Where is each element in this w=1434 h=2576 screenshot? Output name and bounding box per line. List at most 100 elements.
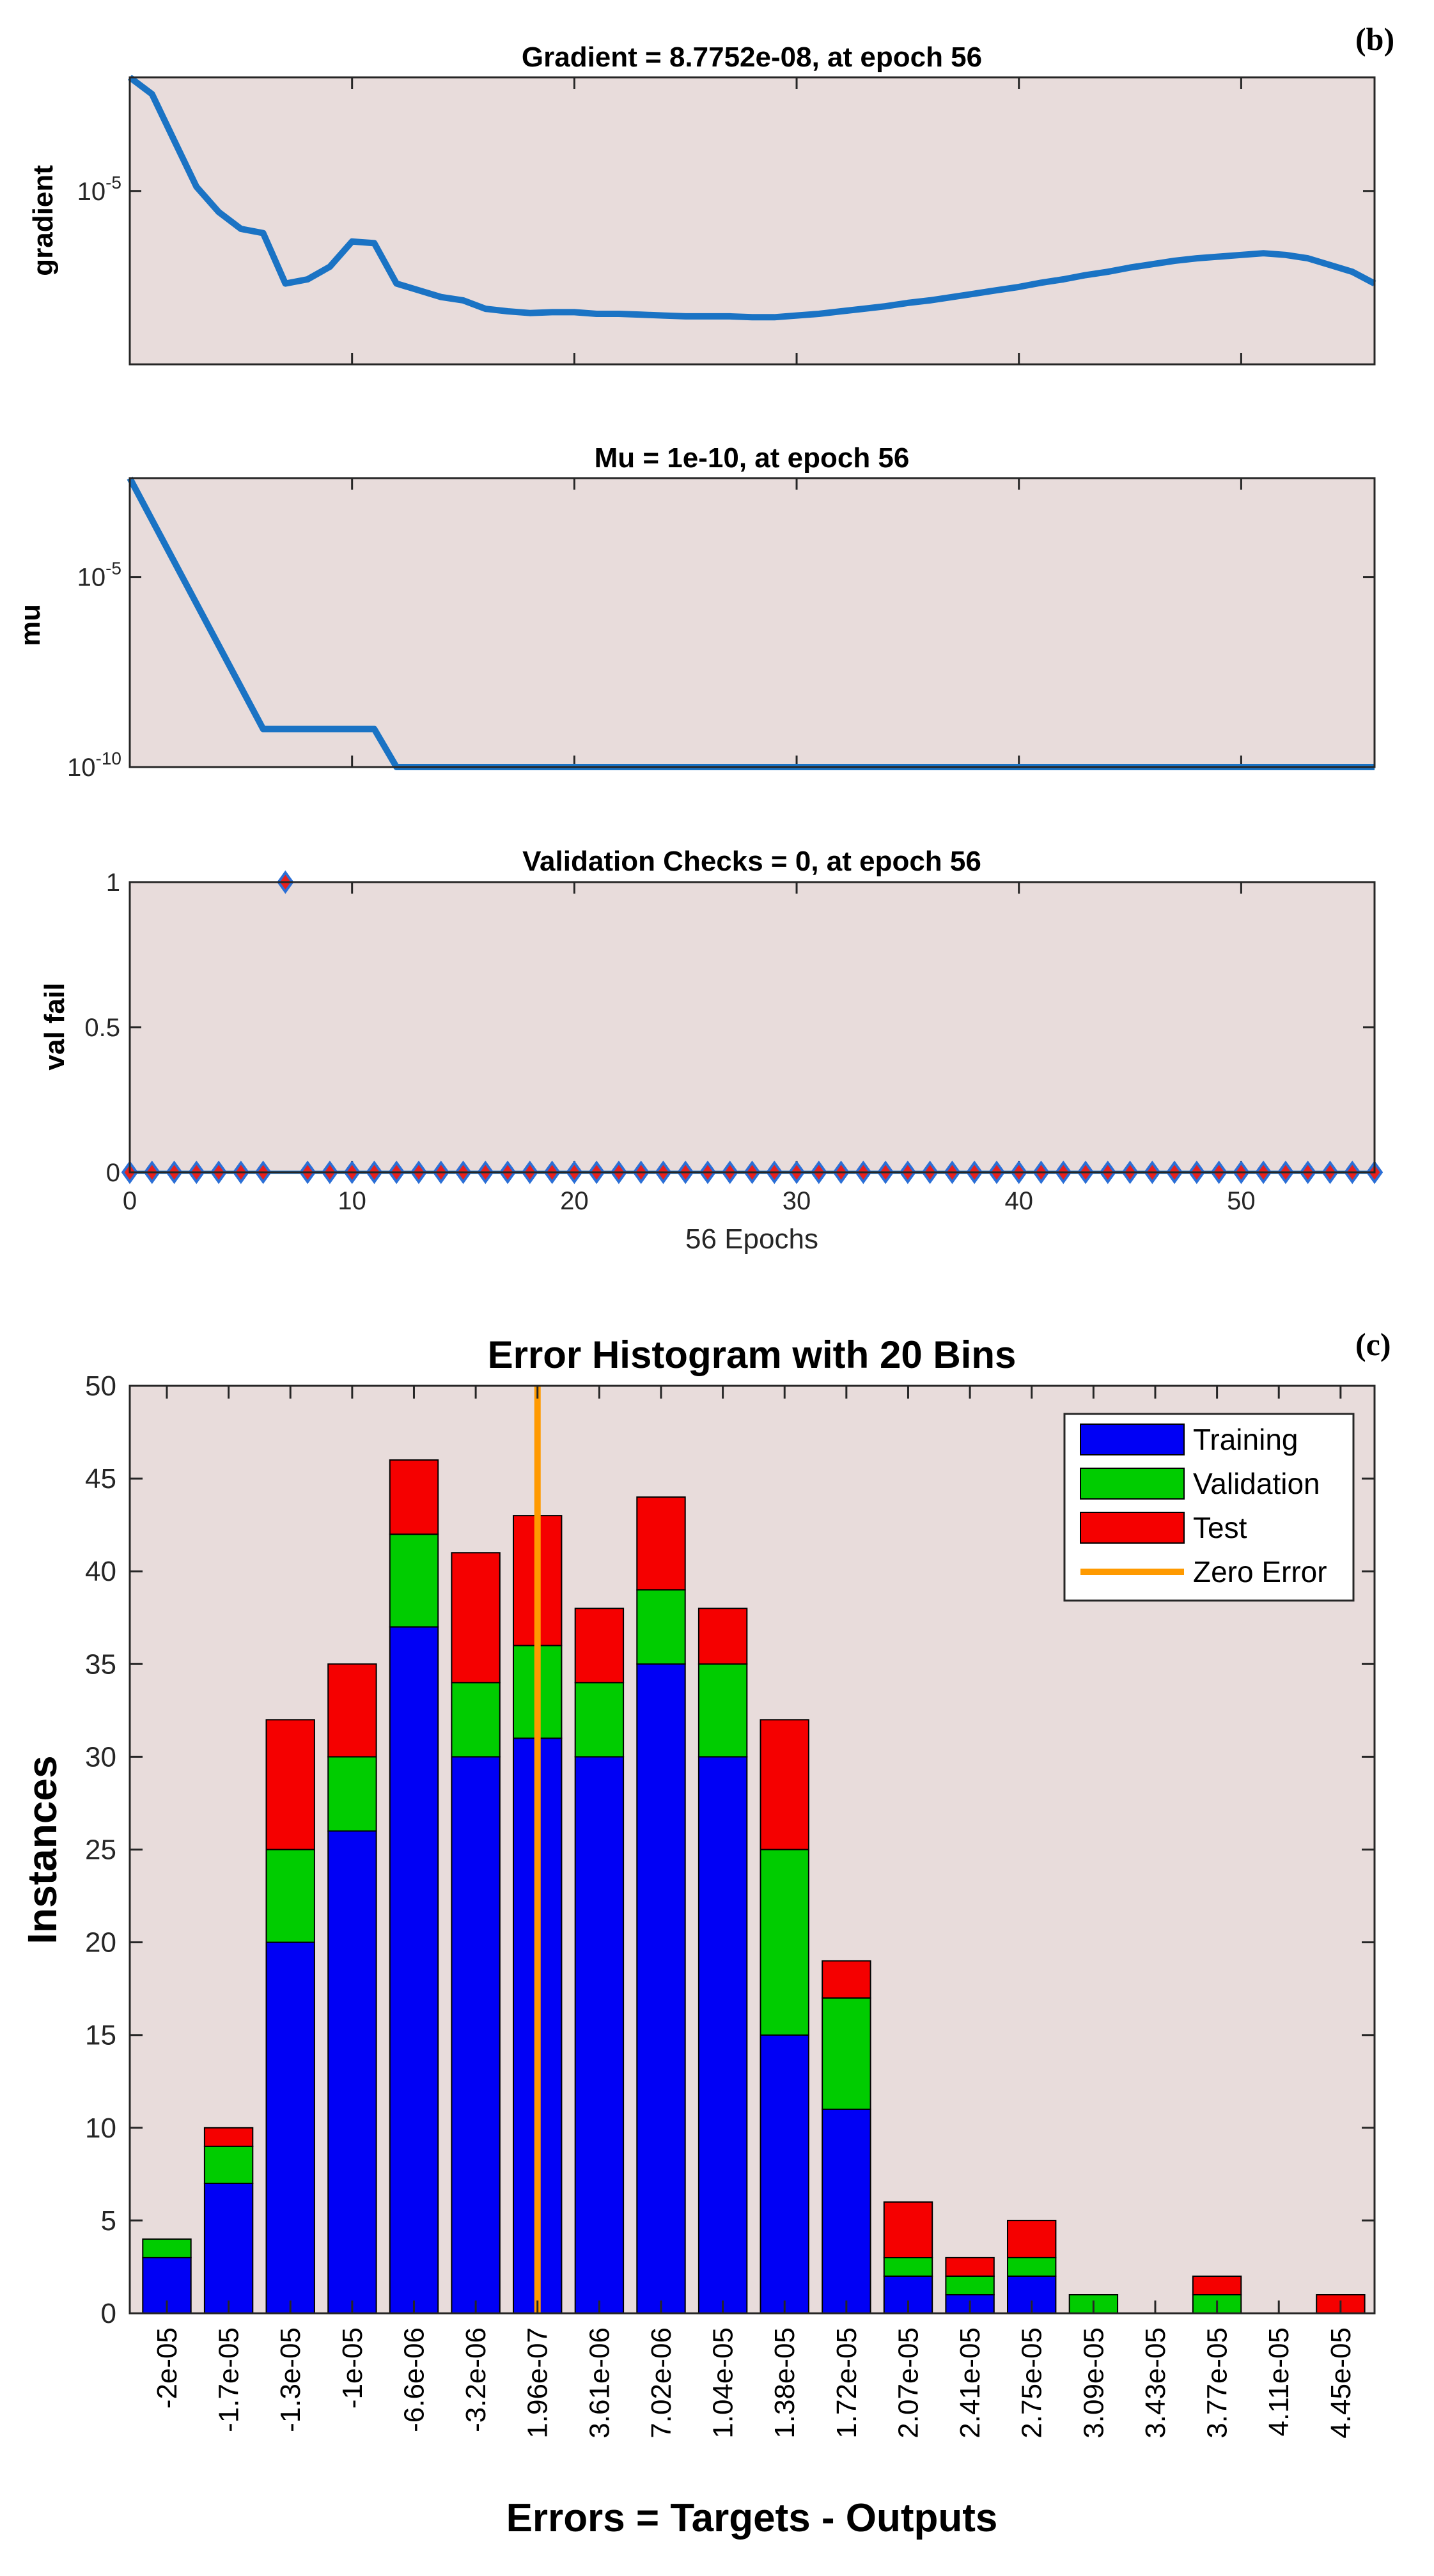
legend-label-test: Test bbox=[1193, 1511, 1247, 1544]
x-tick-label: 20 bbox=[560, 1187, 589, 1215]
training-bar bbox=[451, 1756, 501, 2314]
y-tick-label: 30 bbox=[85, 1741, 116, 1773]
x-tick-label: 2.07e-05 bbox=[893, 2327, 924, 2439]
validation-bar bbox=[574, 1682, 625, 1758]
validation-bar bbox=[142, 2238, 192, 2258]
x-tick-label: 50 bbox=[1227, 1187, 1256, 1215]
x-tick-label: -1.7e-05 bbox=[214, 2327, 245, 2432]
gradient-line bbox=[127, 75, 1376, 321]
test-bar bbox=[203, 2127, 254, 2147]
x-tick-label: 1.96e-07 bbox=[522, 2327, 554, 2439]
validation-bar bbox=[945, 2276, 995, 2295]
test-bar bbox=[451, 1552, 501, 1684]
gradient-title: Gradient = 8.7752e-08, at epoch 56 bbox=[522, 42, 982, 73]
y-tick-label: 0 bbox=[101, 2298, 116, 2329]
validation-title: Validation Checks = 0, at epoch 56 bbox=[522, 846, 981, 877]
test-bar bbox=[265, 1719, 315, 1851]
mu-title: Mu = 1e-10, at epoch 56 bbox=[595, 442, 910, 474]
training-bar bbox=[760, 2034, 809, 2314]
x-tick-label: 3.09e-05 bbox=[1078, 2327, 1109, 2439]
x-tick-label: 7.02e-06 bbox=[646, 2327, 677, 2439]
gradient-x-ticks bbox=[129, 77, 1242, 364]
legend-label-zero-error: Zero Error bbox=[1193, 1555, 1327, 1588]
validation-bar bbox=[203, 2145, 254, 2184]
validation-bar bbox=[1007, 2256, 1057, 2277]
y-tick-label: 25 bbox=[85, 1835, 116, 1866]
training-bar bbox=[574, 1756, 625, 2314]
panel-b-label: (b) bbox=[1355, 21, 1394, 57]
validation-xlabel: 56 Epochs bbox=[685, 1223, 818, 1255]
x-tick-label: 0 bbox=[123, 1187, 137, 1215]
y-tick-label: 5 bbox=[101, 2205, 116, 2237]
y-tick-label: 10 bbox=[85, 2113, 116, 2144]
validation-bar bbox=[822, 1997, 871, 2110]
histogram-title: Error Histogram with 20 Bins bbox=[488, 1333, 1017, 1376]
training-bar bbox=[203, 2182, 254, 2314]
test-bar bbox=[822, 1960, 871, 1999]
legend-swatch-test bbox=[1080, 1512, 1185, 1544]
legend-label-validation: Validation bbox=[1193, 1467, 1320, 1500]
validation-bar bbox=[636, 1589, 686, 1665]
x-tick-label: 1.04e-05 bbox=[708, 2327, 739, 2439]
gradient-axes-box bbox=[129, 76, 1376, 366]
validation-axes-box bbox=[129, 881, 1376, 1174]
test-bar bbox=[945, 2256, 995, 2277]
histogram-bars bbox=[142, 1459, 1366, 2315]
x-tick-label: 40 bbox=[1004, 1187, 1033, 1215]
training-bar bbox=[698, 1756, 748, 2314]
x-tick-label: 4.45e-05 bbox=[1325, 2327, 1357, 2439]
x-tick-label: 3.77e-05 bbox=[1202, 2327, 1233, 2439]
y-tick-label: 45 bbox=[85, 1463, 116, 1494]
validation-plot-area bbox=[130, 882, 1375, 1172]
x-tick-label: -1.3e-05 bbox=[275, 2327, 306, 2432]
histogram-y-ticks: 0 5 10 15 20 25 30 35 40 45 50 bbox=[85, 1370, 1375, 2329]
histogram-x-ticks: -2e-05 -1.7e-05 -1.3e-05 -1e-05 -6.6e-06 -3.2… bbox=[152, 1386, 1357, 2439]
y-tick-label: 0.5 bbox=[84, 1014, 120, 1042]
y-tick-label: 50 bbox=[85, 1370, 116, 1402]
gradient-plot-area bbox=[130, 77, 1375, 364]
histogram-axes-box bbox=[129, 1385, 1376, 2315]
mu-plot: Mu = 1e-10, at epoch 56 mu 10-5 10-10 bbox=[15, 442, 1376, 782]
x-tick-label: 3.43e-05 bbox=[1140, 2327, 1171, 2439]
test-bar bbox=[636, 1496, 686, 1591]
mu-plot-area bbox=[130, 478, 1375, 767]
gradient-plot: Gradient = 8.7752e-08, at epoch 56 gradi… bbox=[27, 42, 1376, 366]
x-tick-label: -3.2e-06 bbox=[460, 2327, 492, 2432]
validation-bar bbox=[883, 2256, 933, 2277]
training-bar bbox=[265, 1941, 315, 2315]
x-tick-label: 3.61e-06 bbox=[584, 2327, 615, 2439]
x-tick-label: 10 bbox=[338, 1187, 366, 1215]
legend-swatch-validation bbox=[1080, 1468, 1185, 1500]
histogram-xlabel: Errors = Targets - Outputs bbox=[506, 2496, 998, 2540]
panel-c-label: (c) bbox=[1355, 1326, 1391, 1362]
validation-bar bbox=[698, 1663, 748, 1758]
y-tick-label: 35 bbox=[85, 1649, 116, 1680]
test-bar bbox=[389, 1459, 439, 1535]
validation-x-ticks: 0 10 20 30 40 50 bbox=[123, 882, 1256, 1215]
x-tick-label: 2.75e-05 bbox=[1017, 2327, 1048, 2439]
histogram-ylabel: Instances bbox=[19, 1755, 65, 1944]
validation-bar bbox=[327, 1756, 377, 1832]
legend-label-training: Training bbox=[1193, 1423, 1298, 1456]
error-histogram: Error Histogram with 20 Bins Instances 0… bbox=[19, 1333, 1376, 2540]
training-bar bbox=[822, 2108, 871, 2315]
y-tick-label: 0 bbox=[106, 1159, 120, 1187]
gradient-y-ticks: 10-5 bbox=[77, 173, 1375, 206]
validation-bar bbox=[451, 1682, 501, 1758]
test-bar bbox=[1192, 2276, 1242, 2295]
validation-bar bbox=[265, 1849, 315, 1943]
histogram-legend: Training Validation Test Zero Error bbox=[1063, 1413, 1355, 1602]
x-tick-label: 4.11e-05 bbox=[1263, 2327, 1295, 2436]
validation-plot: Validation Checks = 0, at epoch 56 val f… bbox=[39, 846, 1383, 1255]
training-bar bbox=[327, 1830, 377, 2314]
validation-bar bbox=[389, 1533, 439, 1628]
y-tick-label: 15 bbox=[85, 2020, 116, 2051]
test-bar bbox=[760, 1719, 809, 1851]
mu-axes-box bbox=[129, 477, 1376, 768]
validation-ylabel: val fail bbox=[39, 983, 70, 1071]
y-tick-label: 1 bbox=[106, 869, 120, 897]
legend-swatch-training bbox=[1080, 1424, 1185, 1455]
x-tick-label: 2.41e-05 bbox=[955, 2327, 986, 2439]
test-bar bbox=[1007, 2219, 1057, 2258]
